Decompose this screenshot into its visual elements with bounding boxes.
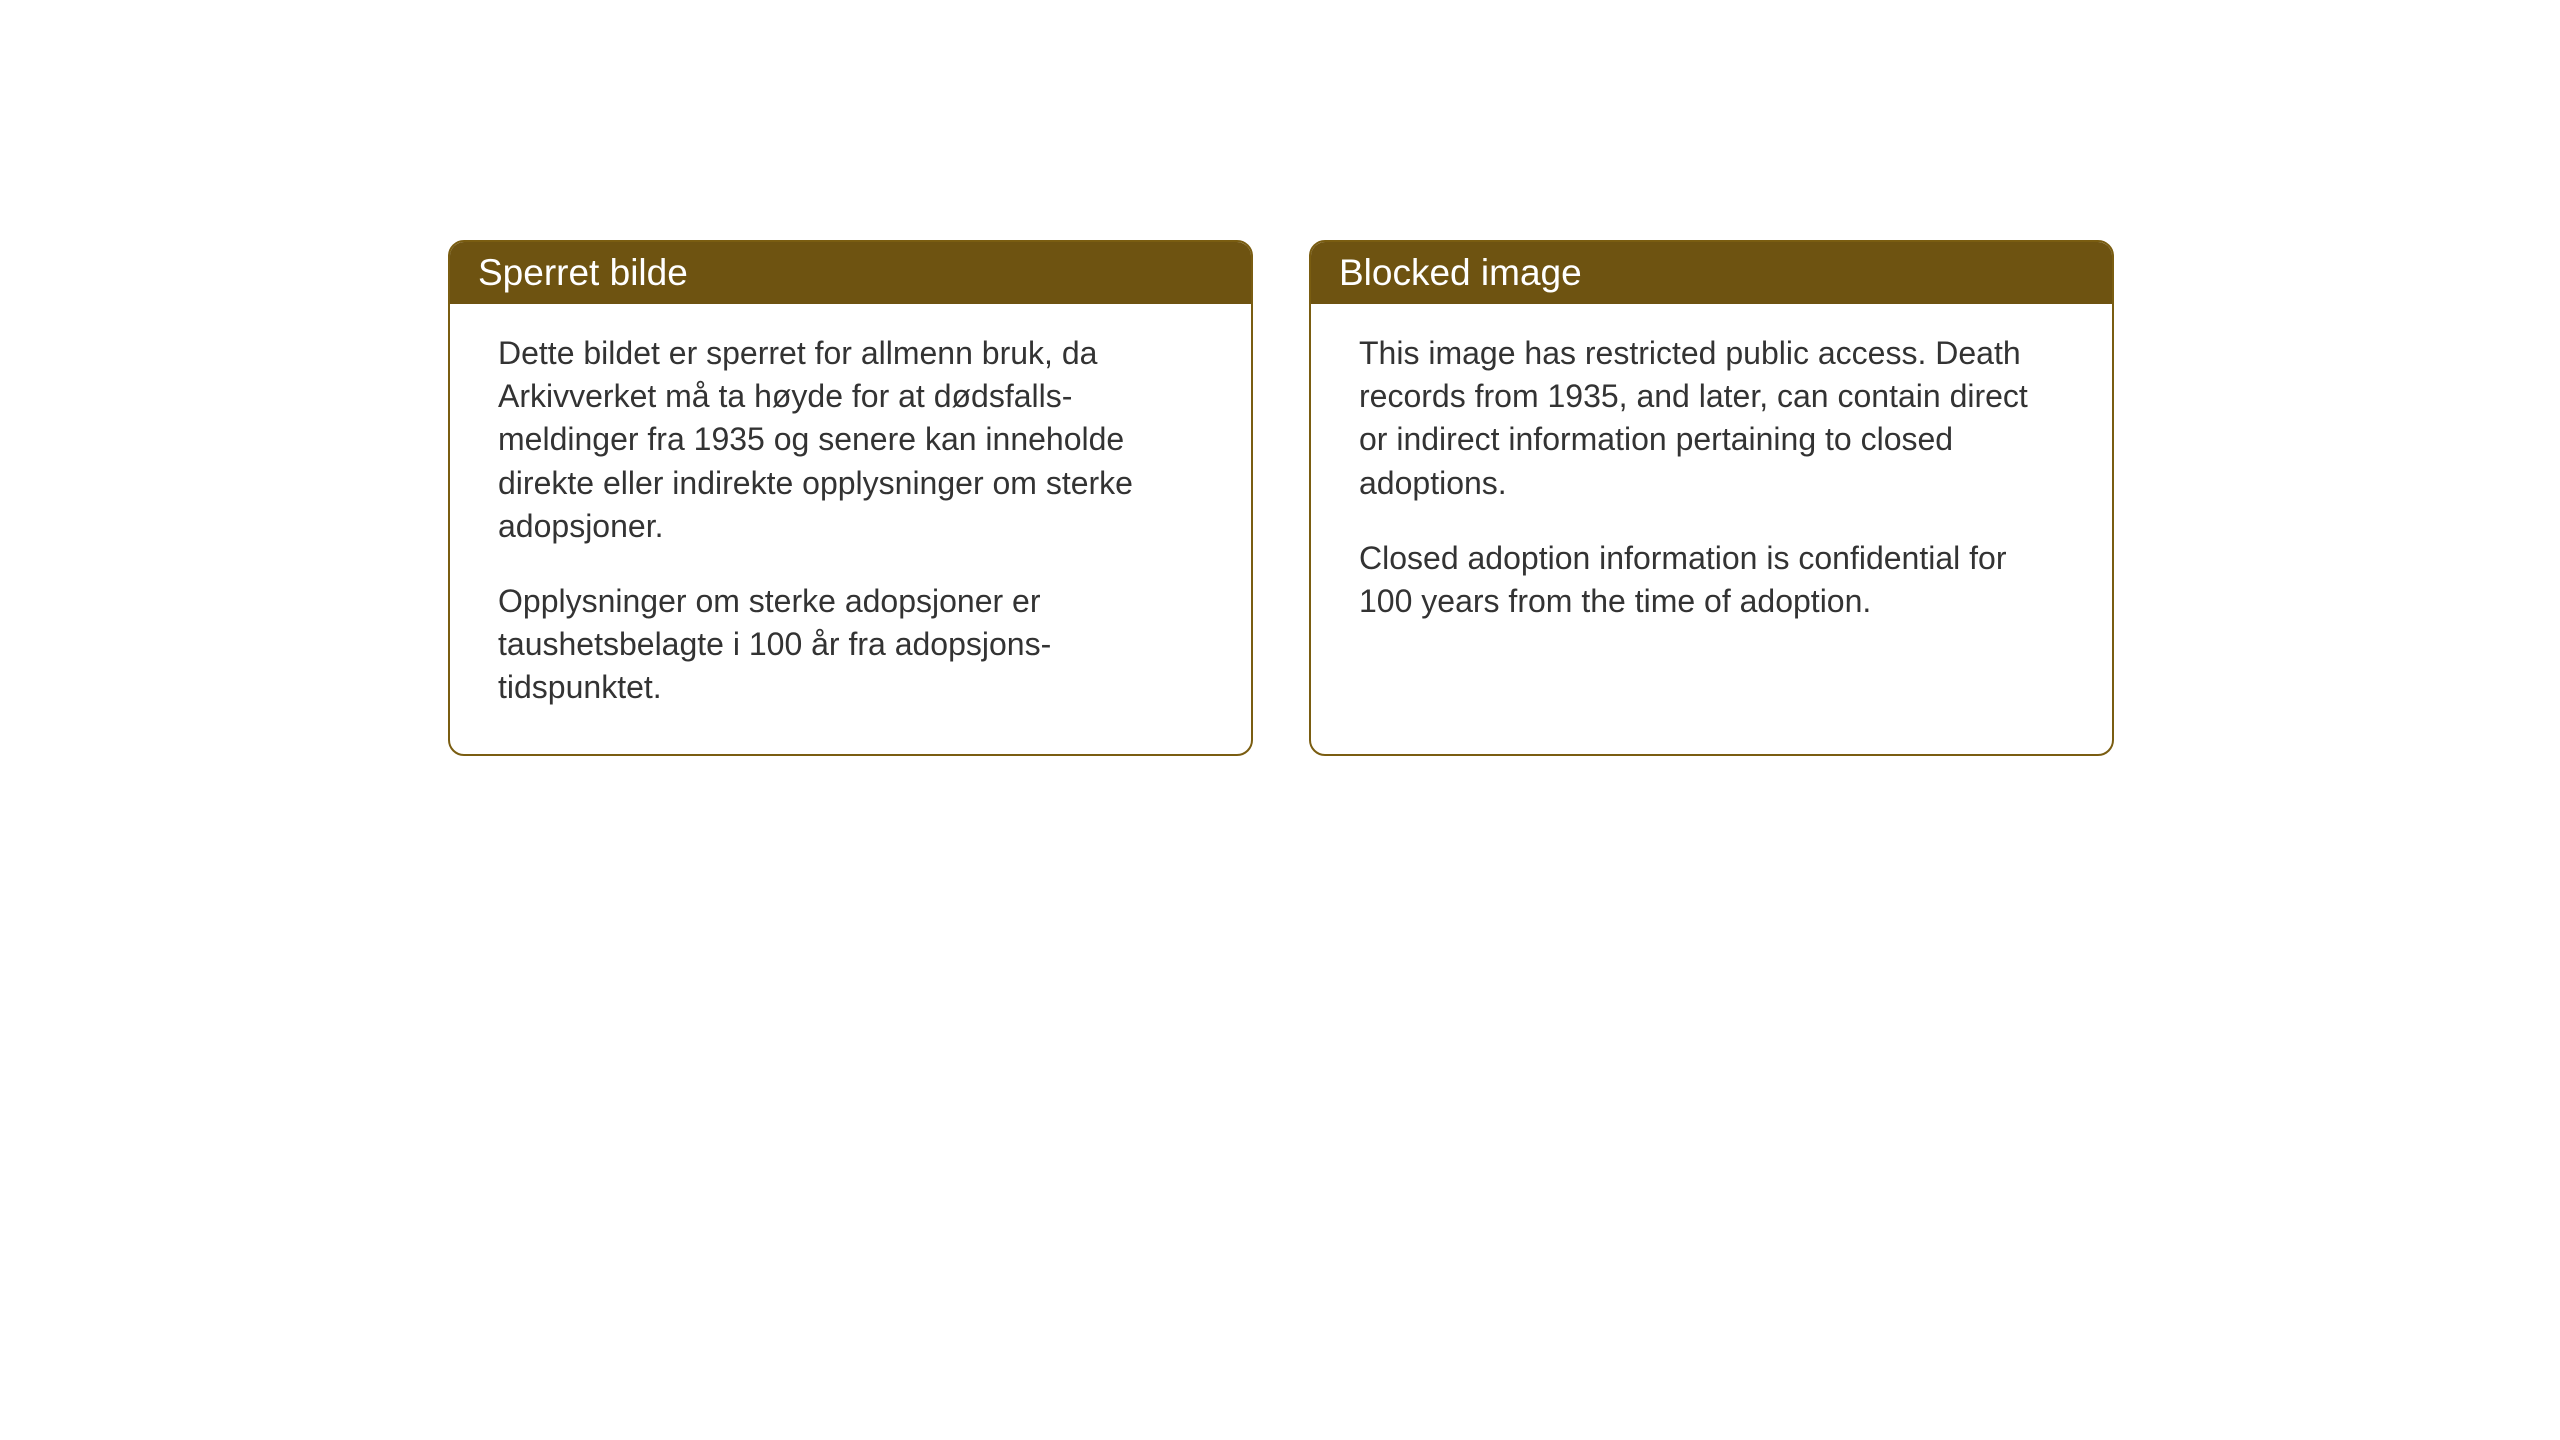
notice-paragraph-norwegian-1: Dette bildet er sperret for allmenn bruk… xyxy=(498,332,1203,548)
notice-paragraph-english-1: This image has restricted public access.… xyxy=(1359,332,2064,505)
notice-paragraph-english-2: Closed adoption information is confident… xyxy=(1359,537,2064,623)
notice-card-body-norwegian: Dette bildet er sperret for allmenn bruk… xyxy=(450,304,1251,754)
notice-card-body-english: This image has restricted public access.… xyxy=(1311,304,2112,667)
notice-card-header-norwegian: Sperret bilde xyxy=(450,242,1251,304)
notice-card-norwegian: Sperret bilde Dette bildet er sperret fo… xyxy=(448,240,1253,756)
notice-title-english: Blocked image xyxy=(1339,252,1582,293)
notice-cards-container: Sperret bilde Dette bildet er sperret fo… xyxy=(448,240,2114,756)
notice-title-norwegian: Sperret bilde xyxy=(478,252,688,293)
notice-card-header-english: Blocked image xyxy=(1311,242,2112,304)
notice-paragraph-norwegian-2: Opplysninger om sterke adopsjoner er tau… xyxy=(498,580,1203,710)
notice-card-english: Blocked image This image has restricted … xyxy=(1309,240,2114,756)
